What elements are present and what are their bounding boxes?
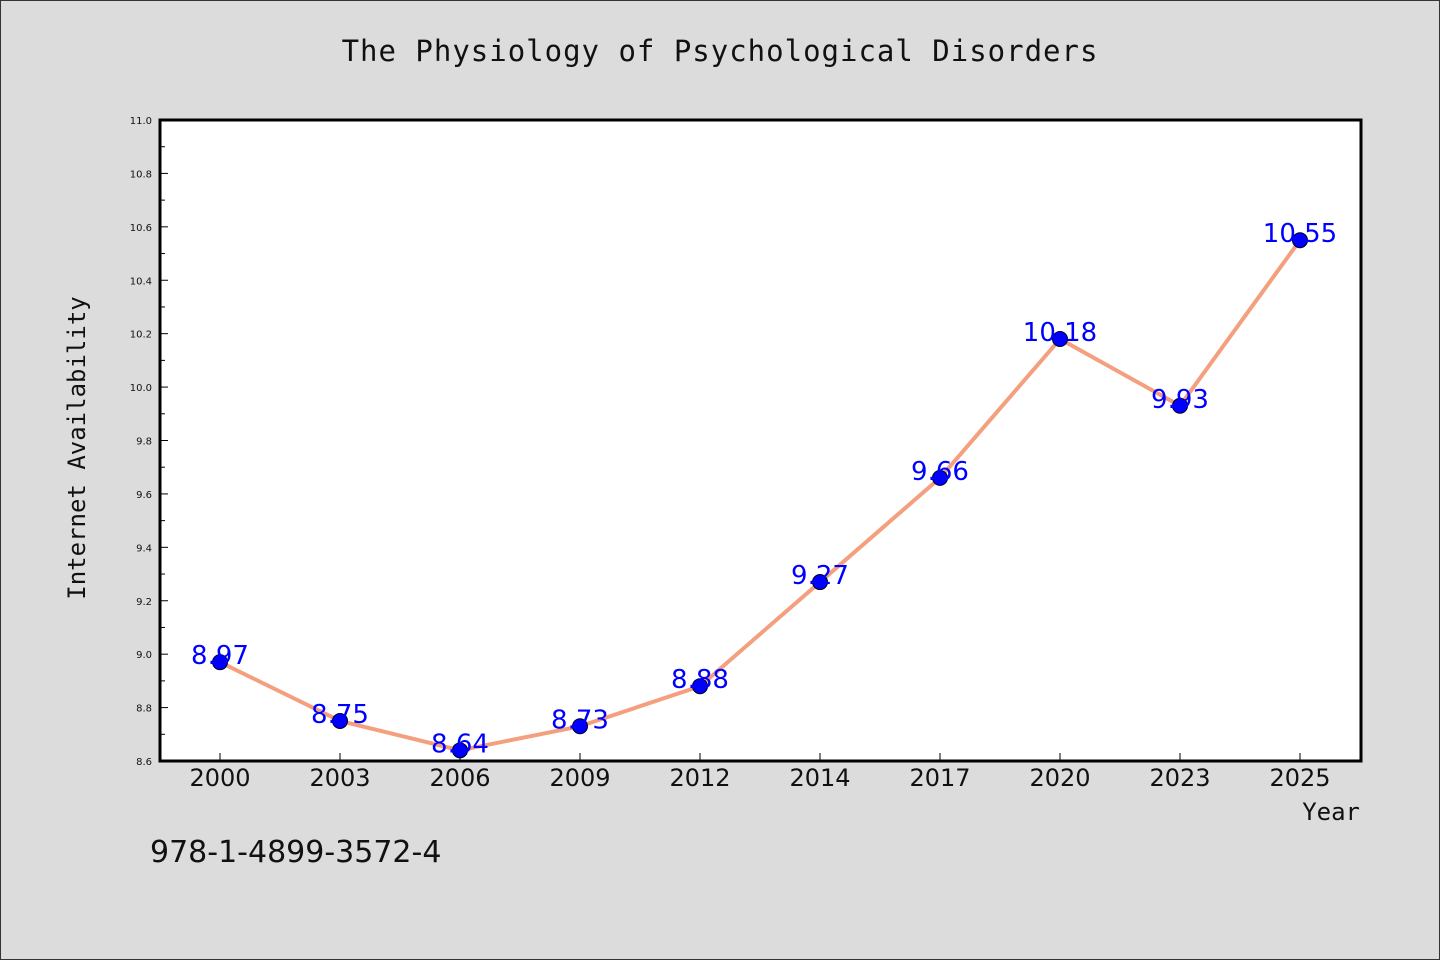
x-tick-label: 2023 xyxy=(1149,764,1210,792)
y-axis: 8.6 8.8 9.0 9.2 9.4 9.6 9.8 10.0 10.2 10.4 10.6 10.… xyxy=(130,116,168,768)
data-label: 9.66 xyxy=(911,457,969,487)
data-label: 8.64 xyxy=(431,729,489,759)
data-point xyxy=(572,718,588,735)
x-tick-label: 2017 xyxy=(909,764,970,792)
data-label: 9.27 xyxy=(791,561,849,591)
x-tick-label: 2009 xyxy=(549,764,610,792)
y-tick-label: 11.0 xyxy=(130,116,152,127)
y-tick-label: 10.4 xyxy=(130,276,152,287)
data-label: 10.18 xyxy=(1023,318,1097,348)
y-axis-label: Internet Availability xyxy=(63,296,91,599)
y-tick-label: 9.8 xyxy=(136,437,152,448)
x-tick-label: 2012 xyxy=(669,764,730,792)
y-tick-label: 9.6 xyxy=(136,490,152,501)
data-point xyxy=(932,469,948,486)
y-tick-label: 10.2 xyxy=(130,330,152,341)
data-label: 9.93 xyxy=(1151,385,1209,415)
data-point xyxy=(212,654,228,671)
series-line xyxy=(219,239,1302,753)
x-tick-label: 2020 xyxy=(1029,764,1090,792)
data-point xyxy=(1052,331,1068,348)
y-tick-label: 8.8 xyxy=(136,704,152,715)
data-label: 8.88 xyxy=(671,665,729,695)
series-group xyxy=(212,232,1308,759)
x-tick-label: 2014 xyxy=(789,764,850,792)
data-point xyxy=(332,712,348,729)
x-axis: 2000 2003 2006 2009 2012 2014 2017 2020 2023 2025 xyxy=(189,753,1331,792)
plot-area xyxy=(158,118,1363,763)
x-tick-label: 2025 xyxy=(1269,764,1330,792)
y-tick-label: 10.0 xyxy=(130,383,152,394)
data-label: 8.97 xyxy=(191,641,249,671)
x-axis-label: Year xyxy=(1302,798,1360,826)
data-label: 8.75 xyxy=(311,700,369,730)
data-point xyxy=(692,678,708,695)
x-tick-label: 2006 xyxy=(429,764,490,792)
x-tick-label: 2000 xyxy=(189,764,250,792)
y-tick-label: 9.0 xyxy=(136,650,152,661)
y-tick-label: 9.2 xyxy=(136,597,152,608)
y-tick-label: 10.6 xyxy=(130,223,152,234)
data-point xyxy=(1172,397,1188,414)
data-label: 8.73 xyxy=(551,705,609,735)
data-point xyxy=(1292,232,1308,249)
y-tick-label: 10.8 xyxy=(130,169,152,180)
y-tick-label: 8.6 xyxy=(136,757,152,768)
data-point xyxy=(452,742,468,759)
isbn-text: 978-1-4899-3572-4 xyxy=(150,835,442,870)
chart-title: The Physiology of Psychological Disorder… xyxy=(341,34,1099,68)
x-tick-label: 2003 xyxy=(309,764,370,792)
data-label: 10.55 xyxy=(1263,219,1337,249)
data-point xyxy=(812,574,828,591)
data-labels-group: 8.97 8.75 8.64 8.73 8.88 9.27 9.66 10.18 9.93 10.… xyxy=(191,219,1337,759)
y-tick-label: 9.4 xyxy=(136,543,152,554)
